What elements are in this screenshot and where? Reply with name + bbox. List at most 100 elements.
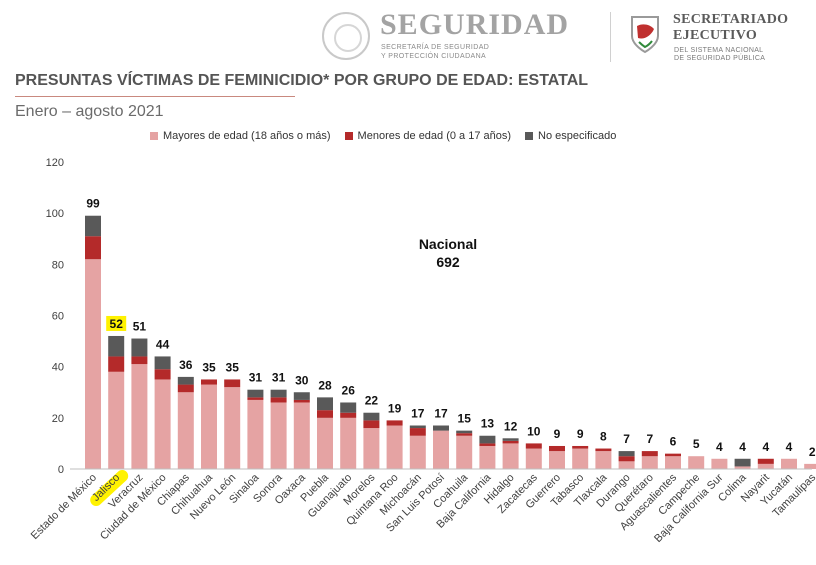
bar-segment-menores	[386, 420, 403, 426]
y-tick-label: 60	[52, 311, 64, 323]
bar-segment-menores	[456, 433, 473, 436]
bar-segment-mayores	[479, 445, 496, 469]
total-label: 4	[739, 440, 746, 454]
y-tick-label: 120	[46, 157, 64, 169]
bar-segment-menores	[247, 397, 264, 400]
bar-segment-menores	[363, 420, 380, 429]
bar-segment-mayores	[340, 417, 357, 469]
bar-segment-menores	[641, 451, 658, 457]
bar-segment-menores	[572, 445, 589, 449]
total-label: 9	[554, 427, 561, 441]
bar-segment-noesp	[247, 389, 264, 398]
total-label: 17	[434, 407, 448, 421]
y-tick-label: 0	[58, 464, 64, 476]
bar-segment-noesp	[154, 356, 171, 370]
total-label: 6	[670, 435, 677, 449]
secretariado-subtitle-1: DEL SISTEMA NACIONAL	[674, 47, 764, 54]
bar-group	[85, 215, 816, 469]
bar-segment-menores	[409, 428, 426, 436]
total-label: 44	[156, 337, 170, 351]
bar-segment-menores	[340, 412, 357, 418]
total-label: 12	[504, 419, 518, 433]
period-label: Enero – agosto 2021	[15, 103, 164, 120]
bar-segment-menores	[201, 379, 217, 385]
total-label: 36	[179, 358, 193, 372]
bar-segment-noesp	[734, 458, 751, 467]
legend-label-mayores: Mayores de edad (18 años o más)	[163, 130, 331, 142]
bar-segment-menores	[154, 369, 171, 380]
bar-segment-menores	[618, 456, 635, 462]
bar-segment-mayores	[293, 402, 310, 469]
bar-segment-mayores	[201, 384, 217, 469]
bar-segment-noesp	[131, 338, 148, 357]
bar-segment-mayores	[618, 461, 635, 469]
bar-segment-noesp	[340, 402, 357, 413]
bar-segment-mayores	[456, 435, 473, 469]
legend-label-menores: Menores de edad (0 a 17 años)	[357, 130, 512, 142]
legend-swatch-mayores	[150, 132, 158, 140]
total-label: 5	[693, 437, 700, 451]
total-label: 30	[295, 373, 309, 387]
bar-segment-mayores	[131, 364, 148, 469]
bar-segment-mayores	[270, 402, 287, 469]
bar-segment-mayores	[224, 387, 241, 469]
bar-segment-mayores	[177, 392, 194, 469]
total-label: 2	[809, 445, 816, 459]
legend-item-mayores: Mayores de edad (18 años o más)	[150, 130, 331, 142]
bar-segment-menores	[177, 384, 194, 393]
sesnsp-shield-logo	[631, 16, 659, 54]
legend-item-menores: Menores de edad (0 a 17 años)	[344, 130, 512, 142]
seguridad-logo-subtitle-1: SECRETARÍA DE SEGURIDAD	[381, 44, 490, 51]
highlight-marker	[90, 470, 129, 506]
bar-segment-mayores	[734, 466, 751, 469]
bar-segment-menores	[224, 379, 241, 388]
y-tick-label: 40	[52, 362, 64, 374]
bar-segment-mayores	[154, 379, 171, 469]
seguridad-logo-subtitle-2: Y PROTECCIÓN CIUDADANA	[381, 53, 487, 60]
bar-segment-menores	[595, 448, 612, 452]
bar-segment-mayores	[711, 458, 728, 469]
legend-swatch-no-especificado	[525, 132, 534, 140]
total-label: 31	[249, 371, 263, 385]
header: SEGURIDAD SECRETARÍA DE SEGURIDAD Y PROT…	[0, 0, 816, 70]
bar-segment-noesp	[433, 425, 449, 431]
total-label: 17	[411, 407, 425, 421]
bar-segment-menores	[317, 410, 333, 418]
bar-segment-mayores	[386, 425, 403, 469]
bar-segment-mayores	[108, 371, 125, 469]
bar-segment-mayores	[549, 451, 565, 469]
bar-segment-noesp	[85, 215, 101, 237]
total-label: 15	[458, 412, 472, 426]
legend-swatch-menores	[344, 132, 353, 140]
y-tick-label: 100	[46, 208, 64, 220]
bar-segment-noesp	[317, 397, 333, 411]
bar-segment-mayores	[804, 463, 816, 469]
national-total-value: 692	[436, 254, 460, 270]
y-tick-label: 20	[52, 413, 64, 425]
national-seal-logo	[322, 12, 370, 60]
highlight-marker	[106, 315, 127, 331]
total-label: 35	[202, 360, 216, 374]
bar-segment-menores	[525, 443, 542, 449]
secretariado-subtitle-2: DE SEGURIDAD PÚBLICA	[674, 55, 766, 62]
secretariado-title-1: SECRETARIADO	[673, 12, 789, 27]
bar-segment-mayores	[409, 435, 426, 469]
total-label: 4	[716, 440, 723, 454]
seguridad-logo-title: SEGURIDAD	[380, 8, 570, 41]
legend-item-no-especificado: No especificado	[525, 130, 616, 142]
national-total-label: Nacional	[419, 236, 477, 252]
bar-segment-mayores	[85, 259, 101, 469]
total-label: 26	[342, 383, 356, 397]
bar-segment-noesp	[363, 412, 380, 421]
total-label: 8	[600, 430, 607, 444]
total-label: 13	[481, 417, 495, 431]
bar-segment-mayores	[781, 458, 797, 469]
title-underline	[15, 96, 295, 97]
bar-segment-noesp	[409, 425, 426, 429]
bar-segment-mayores	[757, 463, 774, 469]
y-axis: 0 20 40 60 80 100 120	[46, 157, 64, 476]
secretariado-title-2: EJECUTIVO	[673, 28, 758, 43]
total-label: 7	[646, 432, 653, 446]
bar-segment-menores	[757, 458, 774, 464]
bar-segment-mayores	[363, 428, 380, 469]
